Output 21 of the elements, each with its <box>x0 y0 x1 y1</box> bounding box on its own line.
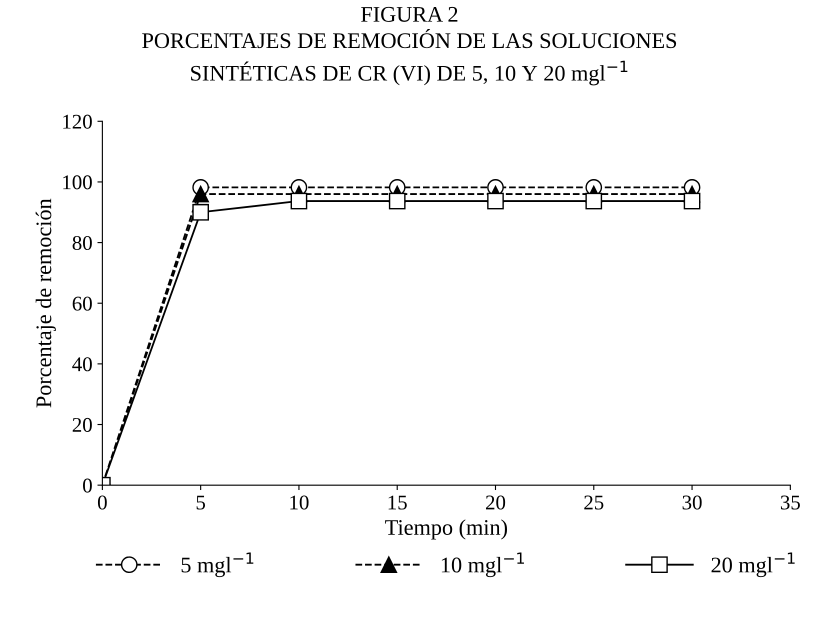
y-axis-title: Porcentaje de remoción <box>36 198 56 408</box>
legend-label: 10 mgl$^{−1}$ <box>442 552 524 578</box>
y-tick-label: 80 <box>72 236 92 250</box>
x-tick-label: 20 <box>486 495 506 510</box>
x-tick-label: 10 <box>290 495 309 510</box>
y-tick-label: 20 <box>72 418 92 432</box>
x-tick-label: 15 <box>388 496 407 510</box>
y-tick-label: 0 <box>83 478 92 493</box>
legend-label: 20 mgl$^{−1}$ <box>712 552 795 578</box>
legend-label: 5 mgl$^{−1}$ <box>182 552 254 578</box>
x-tick-label: 5 <box>196 496 206 510</box>
x-axis-title: Tiempo (min) <box>385 519 508 540</box>
y-tick-label: 60 <box>72 296 92 311</box>
x-tick-label: 35 <box>780 496 800 510</box>
x-tick-label: 30 <box>682 495 702 510</box>
y-tick-label: 100 <box>63 175 92 190</box>
x-tick-label: 0 <box>98 495 107 510</box>
chart-title: FIGURA 2 PORCENTAJES DE REMOCIÓN DE LAS SOLUCIONES SINTÉTICAS DE CR (VI) DE 5, 10 Y 20 mgl$^{−1}$ <box>142 6 676 86</box>
x-tick-label: 25 <box>584 496 604 510</box>
y-tick-label: 120 <box>63 114 92 129</box>
y-tick-label: 40 <box>72 357 92 372</box>
